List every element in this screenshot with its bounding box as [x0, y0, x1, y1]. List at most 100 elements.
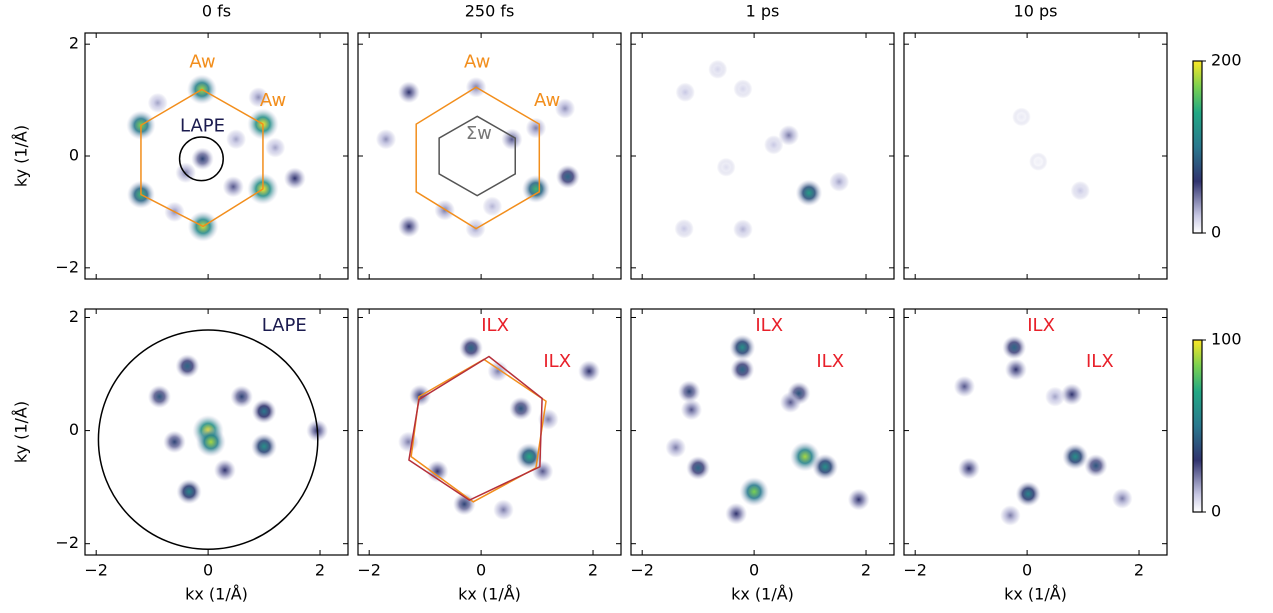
intensity-spot [779, 391, 802, 413]
intensity-spot [953, 375, 976, 398]
lape-circle [178, 136, 224, 182]
intensity-spot [1012, 107, 1031, 127]
intensity-spot [665, 437, 687, 458]
axes-frame [84, 32, 349, 280]
axes-frame [630, 32, 895, 280]
panel-title: 0 fs [202, 2, 231, 21]
intensity-spot [453, 492, 476, 516]
intensity-spot [778, 125, 800, 146]
annotation: Σw [466, 123, 492, 144]
plot-area [97, 329, 329, 551]
intensity-spot [222, 176, 244, 198]
intensity-spot [175, 162, 197, 184]
plot-area [953, 335, 1133, 526]
brillouin-zone [140, 88, 264, 228]
plot-area [126, 74, 306, 242]
intensity-spot [1084, 454, 1108, 478]
intensity-spot [578, 360, 601, 383]
intensity-spot [230, 385, 253, 408]
intensity-spot [725, 502, 748, 525]
intensity-spot [459, 336, 484, 360]
intensity-spot [397, 81, 420, 104]
x-tick-label: −2 [630, 561, 654, 580]
annotation: ILX [816, 351, 844, 372]
panel-title: 250 fs [465, 2, 515, 21]
x-tick-label: −2 [357, 561, 381, 580]
intensity-spot [532, 460, 554, 482]
intensity-spot [191, 147, 214, 171]
intensity-spot [147, 385, 172, 409]
intensity-spot [1060, 383, 1083, 406]
colorbar [1192, 60, 1203, 234]
intensity-spot [248, 87, 269, 108]
x-tick-label: −2 [84, 561, 108, 580]
intensity-spot [397, 215, 420, 238]
x-axis-label: kx (1/Å) [1004, 585, 1067, 604]
intensity-spot [674, 219, 694, 239]
x-tick-label: 0 [203, 561, 213, 580]
intensity-spot [265, 137, 286, 158]
intensity-spot [555, 164, 580, 189]
lape-circle [97, 329, 319, 551]
intensity-spot [176, 479, 202, 505]
x-tick-label: −2 [903, 561, 927, 580]
intensity-spot [733, 219, 753, 240]
annotation: LAPE [262, 315, 307, 336]
x-tick-label: 0 [749, 561, 759, 580]
x-tick-label: 2 [1134, 561, 1144, 580]
y-tick-label: −2 [55, 257, 79, 276]
panel-title: 10 ps [1014, 2, 1058, 21]
intensity-spot [482, 196, 503, 217]
y-tick-label: 2 [69, 307, 79, 326]
intensity-spot [1004, 358, 1027, 381]
intensity-spot [375, 129, 397, 150]
annotation: Aw [534, 90, 560, 111]
annotation: ILX [481, 315, 509, 336]
intensity-spot [525, 117, 547, 139]
annotation: Aw [260, 90, 286, 111]
intensity-spot [521, 174, 550, 203]
intensity-spot [716, 157, 736, 177]
intensity-spot [163, 430, 186, 454]
intensity-spot [677, 380, 701, 403]
intensity-spot [213, 459, 236, 482]
intensity-spot [847, 488, 870, 511]
intensity-spot [398, 431, 419, 453]
brillouin-zone [410, 358, 547, 503]
plot-area [1012, 107, 1090, 201]
annotation: ILX [1027, 315, 1055, 336]
intensity-spot [554, 98, 576, 119]
intensity-spot [730, 357, 755, 382]
x-axis-label: kx (1/Å) [731, 585, 794, 604]
y-tick-label: 2 [69, 34, 79, 53]
plot-area [375, 76, 580, 239]
x-tick-label: 2 [861, 561, 871, 580]
intensity-spot [812, 453, 839, 480]
intensity-spot [957, 457, 980, 480]
y-axis-label: ky (1/Å) [12, 401, 31, 463]
x-tick-label: 2 [315, 561, 325, 580]
colorbar [1192, 339, 1203, 513]
intensity-spot [1015, 481, 1041, 507]
intensity-spot [1045, 386, 1066, 407]
annotation: ILX [1086, 351, 1114, 372]
intensity-spot [729, 334, 756, 361]
x-tick-label: 0 [476, 561, 486, 580]
intensity-spot [1029, 152, 1048, 171]
intensity-spot [829, 171, 850, 192]
y-tick-label: −2 [55, 533, 79, 552]
axes-frame [903, 308, 1168, 556]
intensity-spot [509, 396, 533, 421]
y-tick-label: 0 [69, 420, 79, 439]
intensity-spot [764, 135, 784, 155]
panel-title: 1 ps [746, 2, 780, 21]
x-tick-label: 0 [1022, 561, 1032, 580]
intensity-spot [708, 59, 728, 79]
plot-area [665, 334, 870, 525]
intensity-spot [1062, 443, 1089, 470]
annotation: Aw [189, 52, 215, 73]
y-tick-label: 0 [69, 146, 79, 165]
colorbar-tick-label: 200 [1211, 51, 1242, 70]
intensity-spot [426, 460, 449, 483]
brillouin-zone [408, 355, 543, 502]
